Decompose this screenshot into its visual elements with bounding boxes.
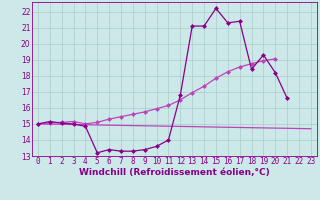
- X-axis label: Windchill (Refroidissement éolien,°C): Windchill (Refroidissement éolien,°C): [79, 168, 270, 177]
